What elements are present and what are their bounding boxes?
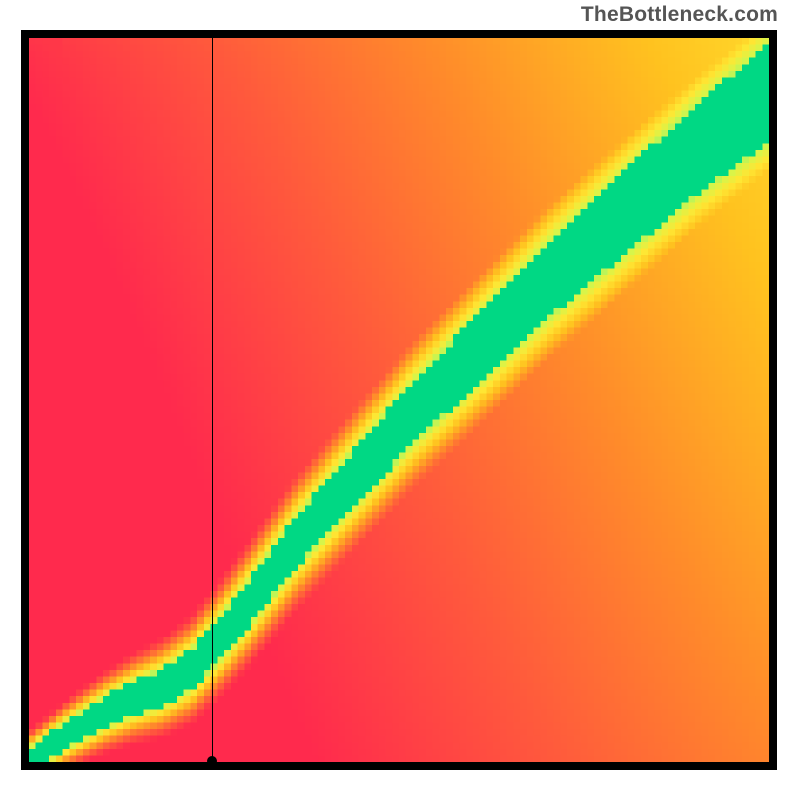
chart-border-top: [21, 30, 777, 38]
chart-border-right: [769, 30, 777, 770]
crosshair-vertical-line: [212, 38, 213, 762]
chart-border-left: [21, 30, 29, 770]
crosshair-dot: [207, 756, 217, 766]
chart-border-bottom: [21, 762, 777, 770]
bottleneck-heatmap: [29, 38, 769, 762]
attribution-text: TheBottleneck.com: [581, 3, 778, 27]
